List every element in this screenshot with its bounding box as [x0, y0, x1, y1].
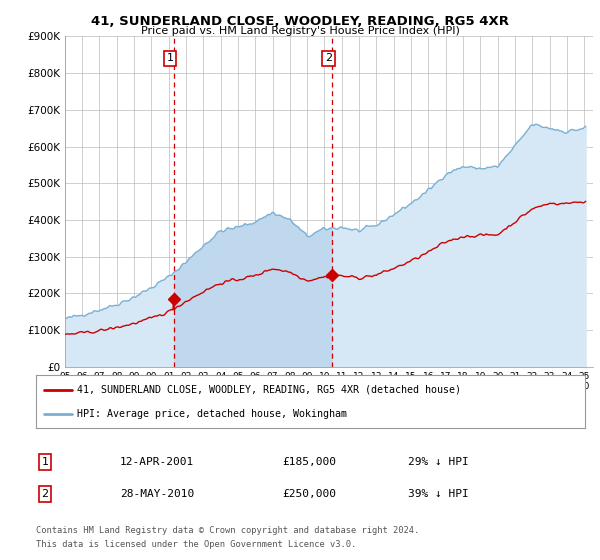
Text: Contains HM Land Registry data © Crown copyright and database right 2024.: Contains HM Land Registry data © Crown c… — [36, 526, 419, 535]
Text: 2: 2 — [325, 53, 332, 63]
Text: 41, SUNDERLAND CLOSE, WOODLEY, READING, RG5 4XR (detached house): 41, SUNDERLAND CLOSE, WOODLEY, READING, … — [77, 385, 461, 395]
Text: 2: 2 — [41, 489, 49, 499]
Text: HPI: Average price, detached house, Wokingham: HPI: Average price, detached house, Woki… — [77, 409, 347, 419]
Text: 29% ↓ HPI: 29% ↓ HPI — [408, 457, 469, 467]
Text: Price paid vs. HM Land Registry's House Price Index (HPI): Price paid vs. HM Land Registry's House … — [140, 26, 460, 36]
Text: 39% ↓ HPI: 39% ↓ HPI — [408, 489, 469, 499]
Text: 1: 1 — [41, 457, 49, 467]
Text: 28-MAY-2010: 28-MAY-2010 — [120, 489, 194, 499]
Text: 41, SUNDERLAND CLOSE, WOODLEY, READING, RG5 4XR: 41, SUNDERLAND CLOSE, WOODLEY, READING, … — [91, 15, 509, 28]
Text: £185,000: £185,000 — [282, 457, 336, 467]
Text: 1: 1 — [167, 53, 173, 63]
Text: This data is licensed under the Open Government Licence v3.0.: This data is licensed under the Open Gov… — [36, 540, 356, 549]
Text: £250,000: £250,000 — [282, 489, 336, 499]
Text: 12-APR-2001: 12-APR-2001 — [120, 457, 194, 467]
